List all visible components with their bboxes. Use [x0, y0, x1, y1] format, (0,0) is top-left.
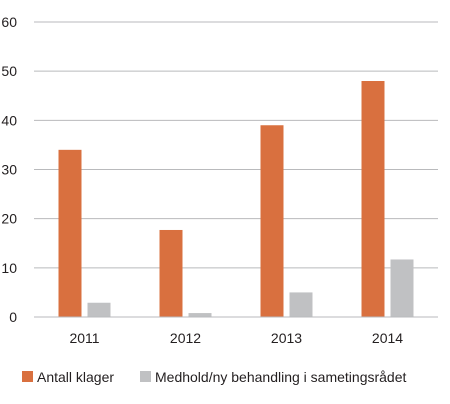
- x-axis-tick-labels: 2011 2012 2013 2014: [69, 330, 403, 346]
- y-tick-label-50: 50: [1, 63, 17, 79]
- bar-medhold-2013: [289, 292, 313, 317]
- legend-label-medhold: Medhold/ny behandling i sametingsrådet: [155, 369, 406, 385]
- legend-swatch-antall-klager: [22, 371, 33, 382]
- x-tick-label-2014: 2014: [372, 330, 403, 346]
- legend-label-antall-klager: Antall klager: [37, 369, 114, 385]
- y-tick-label-40: 40: [1, 112, 17, 128]
- bar-antall-klager-2014: [361, 81, 385, 317]
- y-tick-label-30: 30: [1, 162, 17, 178]
- bar-medhold-2011: [87, 302, 111, 317]
- bar-antall-klager-2013: [260, 125, 284, 317]
- x-tick-label-2012: 2012: [170, 330, 201, 346]
- bars: [58, 81, 414, 317]
- y-axis-tick-labels: 0 10 20 30 40 50 60: [1, 14, 17, 325]
- bar-medhold-2014: [390, 259, 414, 317]
- legend-swatch-medhold: [140, 371, 151, 382]
- x-tick-label-2013: 2013: [271, 330, 302, 346]
- x-tick-label-2011: 2011: [69, 330, 99, 346]
- bar-medhold-2012: [188, 313, 212, 317]
- bar-antall-klager-2012: [159, 229, 183, 317]
- bar-antall-klager-2011: [58, 149, 82, 317]
- y-tick-label-20: 20: [1, 211, 17, 227]
- y-tick-label-0: 0: [9, 309, 17, 325]
- legend: Antall klager Medhold/ny behandling i sa…: [22, 369, 406, 385]
- y-tick-label-60: 60: [1, 14, 17, 30]
- y-tick-label-10: 10: [1, 260, 17, 276]
